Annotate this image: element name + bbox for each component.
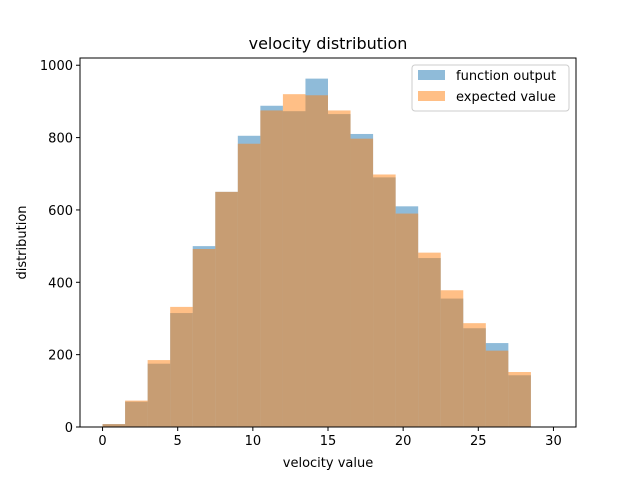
histogram-bar-series-2	[170, 306, 193, 427]
legend-label: expected value	[456, 90, 556, 105]
x-tick-label: 20	[395, 434, 412, 449]
legend: function output expected value	[411, 64, 570, 112]
legend-swatch	[418, 70, 445, 80]
histogram-bar-series-2	[418, 252, 441, 427]
y-tick-label: 1000	[40, 59, 73, 74]
x-tick-label: 15	[320, 434, 337, 449]
y-axis: 0 200 400 600 800 1000	[40, 59, 80, 436]
y-tick-label: 600	[48, 204, 73, 219]
y-axis-label: distribution	[15, 205, 30, 279]
histogram-bar-series-2	[440, 290, 464, 427]
histogram-bar-series-2	[373, 174, 396, 427]
y-tick-label: 200	[48, 349, 73, 364]
x-tick-label: 25	[470, 434, 487, 449]
histogram-bar-series-2	[350, 138, 374, 427]
legend-box	[411, 64, 570, 112]
x-axis: 0 5 10 15 20 25 30	[98, 427, 562, 449]
histogram-bar-series-2	[102, 424, 126, 427]
legend-swatch	[418, 91, 445, 101]
histogram-bar-series-2	[305, 95, 328, 427]
y-tick-label: 800	[48, 132, 73, 147]
histogram-bar-series-2	[328, 110, 351, 428]
histogram-bar-series-2	[192, 249, 216, 427]
histogram-bar-series-2	[395, 213, 419, 427]
histogram-bar-series-2	[125, 400, 148, 427]
histogram-bar-series-2	[215, 191, 238, 427]
chart-title: velocity distribution	[249, 34, 408, 53]
x-tick-label: 0	[98, 434, 106, 449]
histogram-bar-series-2	[237, 143, 261, 428]
histogram-bar-series-2	[282, 94, 306, 428]
histogram-bar-series-2	[260, 110, 283, 428]
legend-label: function output	[456, 69, 556, 84]
histogram-bar-series-2	[485, 350, 509, 427]
histogram-bar-series-2	[463, 323, 486, 427]
x-tick-label: 30	[545, 434, 562, 449]
x-tick-label: 5	[174, 434, 182, 449]
histogram-bar-series-2	[508, 372, 531, 427]
y-tick-label: 0	[65, 421, 73, 436]
bars-layer	[102, 78, 531, 428]
histogram-bar-series-2	[147, 360, 171, 427]
x-tick-label: 10	[245, 434, 262, 449]
x-axis-label: velocity value	[283, 456, 373, 471]
y-tick-label: 400	[48, 276, 73, 291]
